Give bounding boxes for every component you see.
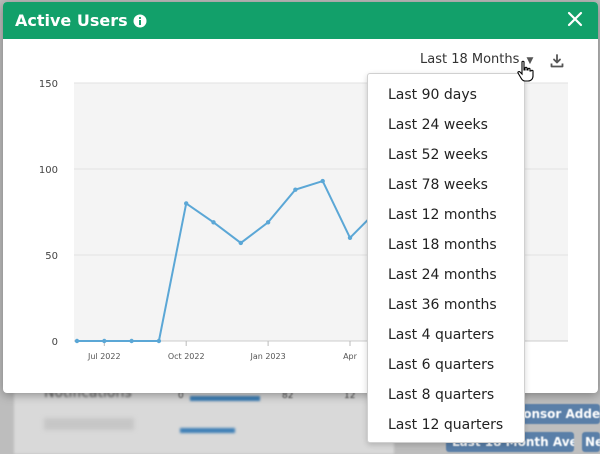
range-option[interactable]: Last 78 weeks [388, 177, 488, 193]
range-dropdown-menu: Last 90 days Last 24 weeks Last 52 weeks La… [367, 73, 525, 443]
modal-title: Active Users [15, 11, 128, 30]
range-option[interactable]: Last 6 quarters [388, 357, 495, 373]
background-chip-ne: Ne [582, 432, 600, 452]
x-tick-label: Apr [343, 352, 358, 361]
background-row-num-b: 82 [282, 391, 294, 401]
range-option[interactable]: Last 24 weeks [388, 117, 488, 133]
y-tick-label: 50 [45, 251, 58, 262]
range-selector-label: Last 18 Months [420, 52, 520, 67]
close-icon[interactable] [566, 10, 584, 28]
range-option[interactable]: Last 36 months [388, 297, 497, 313]
y-tick-label: 0 [52, 337, 58, 348]
data-point [347, 235, 353, 240]
info-circle-icon[interactable] [133, 14, 147, 28]
background-row-placeholder [44, 418, 134, 430]
background-row-num-c: 12 [344, 391, 356, 401]
range-option[interactable]: Last 24 months [388, 267, 497, 283]
range-option[interactable]: Last 90 days [388, 87, 477, 103]
range-option[interactable]: Last 8 quarters [388, 387, 495, 403]
background-row-bar-2 [180, 428, 235, 433]
data-point [129, 338, 134, 344]
data-point [102, 338, 107, 344]
range-option[interactable]: Last 18 months [388, 237, 497, 253]
caret-down-icon: ▼ [526, 56, 534, 66]
data-point [293, 187, 298, 192]
hand-pointer-cursor-icon [517, 60, 534, 82]
background-chip-sponsor: Sponsor Added [500, 404, 600, 424]
y-tick-label: 150 [39, 79, 58, 90]
x-tick-label: Jan 2023 [249, 352, 285, 361]
x-tick-label: Oct 2022 [168, 352, 205, 361]
x-tick-label: Jul 2022 [87, 352, 121, 361]
background-row-bar [190, 396, 260, 401]
background-row-num-a: 0 [178, 391, 184, 401]
download-icon[interactable] [550, 54, 564, 68]
range-option[interactable]: Last 52 weeks [388, 147, 488, 163]
data-point [156, 338, 162, 344]
range-option[interactable]: Last 12 months [388, 207, 497, 223]
data-point [184, 201, 189, 206]
range-option[interactable]: Last 4 quarters [388, 327, 495, 343]
data-point [238, 240, 243, 246]
data-point [320, 178, 325, 184]
data-point [265, 220, 271, 225]
data-point [74, 338, 80, 344]
data-point [211, 220, 216, 225]
y-tick-label: 100 [39, 165, 58, 176]
modal-header: Active Users [3, 2, 598, 39]
range-selector-button[interactable]: Last 18 Months ▼ [420, 52, 533, 67]
range-option[interactable]: Last 12 quarters [388, 417, 504, 433]
